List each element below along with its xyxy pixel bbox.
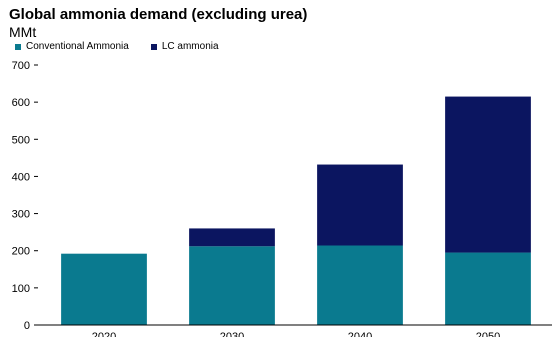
legend-label-conventional: Conventional Ammonia: [26, 41, 129, 52]
y-tick-label: 200: [12, 246, 30, 258]
x-tick-label: 2040: [348, 331, 372, 337]
bar-conventional-2040: [317, 245, 403, 325]
legend-swatch-lc: [150, 43, 157, 50]
bar-lc-2040: [317, 164, 403, 246]
y-tick-label: 100: [12, 283, 30, 295]
y-tick-label: 700: [12, 60, 30, 72]
bar-lc-2050: [445, 96, 531, 253]
chart-title: Global ammonia demand (excluding urea): [9, 6, 308, 23]
x-tick-label: 2030: [220, 331, 244, 337]
bar-conventional-2050: [445, 252, 531, 325]
legend-swatch-conventional: [15, 43, 21, 50]
legend: Conventional Ammonia LC ammonia: [15, 41, 241, 52]
bar-conventional-2020: [61, 253, 147, 325]
y-axis-unit-label: MMt: [9, 24, 37, 40]
y-tick-label: 500: [12, 134, 30, 146]
y-tick-label: 400: [12, 171, 30, 183]
x-tick-label: 2020: [92, 331, 116, 337]
y-tick-label: 600: [12, 97, 30, 109]
x-tick-label: 2050: [476, 331, 500, 337]
legend-item-lc: LC ammonia: [150, 41, 219, 52]
legend-item-conventional: Conventional Ammonia: [15, 41, 129, 52]
bar-conventional-2030: [189, 246, 275, 325]
y-tick-label: 300: [12, 209, 30, 221]
y-tick-label: 0: [24, 320, 30, 332]
legend-label-lc: LC ammonia: [161, 41, 219, 52]
bar-lc-2030: [189, 228, 275, 247]
